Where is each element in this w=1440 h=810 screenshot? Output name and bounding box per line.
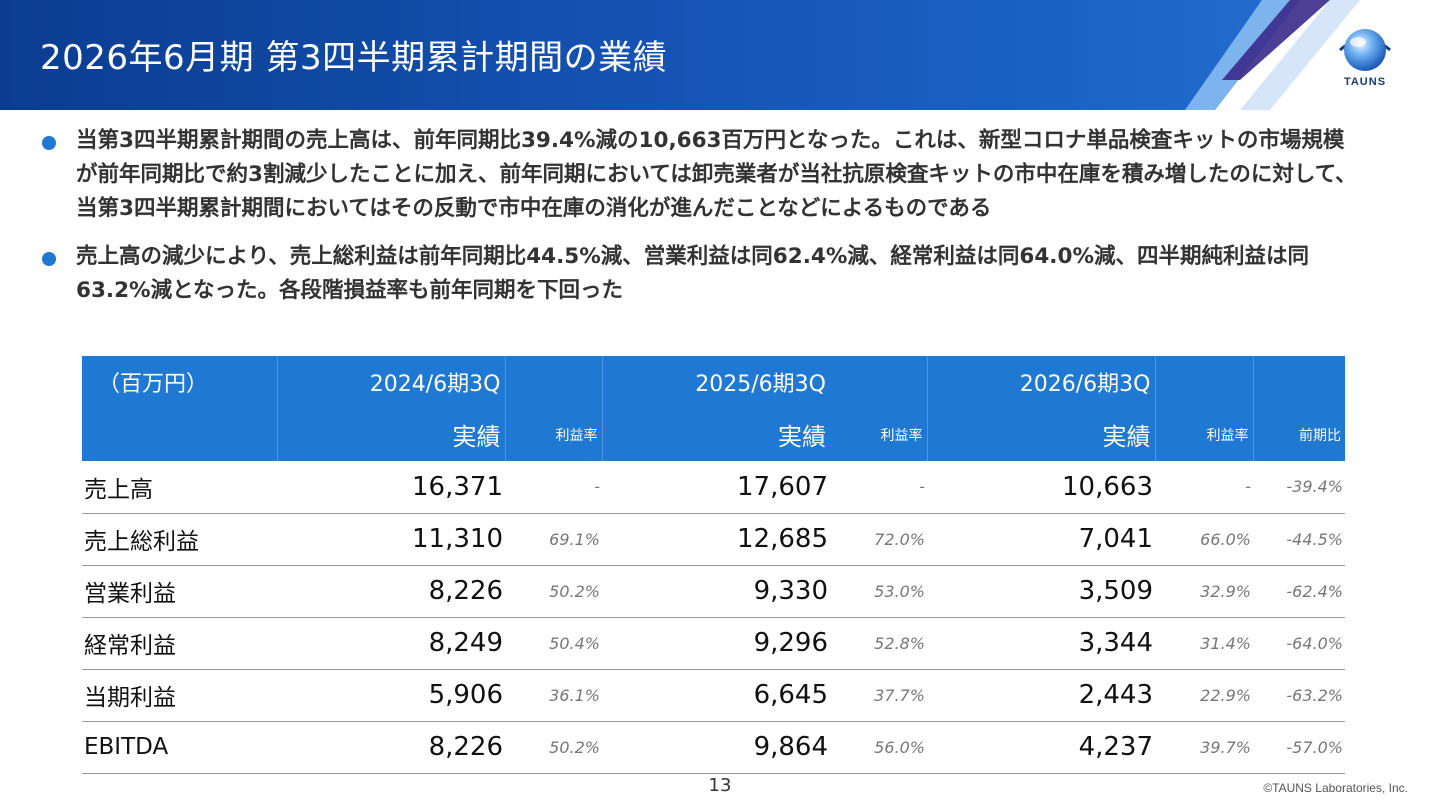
yoy-header: 前期比	[1252, 408, 1345, 461]
rate-cell: 37.7%	[830, 669, 927, 722]
rate-header: 利益率	[504, 408, 602, 461]
rate-cell: 50.2%	[505, 721, 602, 774]
rate-cell: 72.0%	[830, 513, 927, 566]
header-spacer	[504, 356, 602, 408]
rate-cell: -	[505, 461, 602, 514]
table-row: 営業利益 8,226 50.2% 9,330 53.0% 3,509 32.9%…	[82, 565, 1345, 618]
row-label: 売上高	[82, 461, 277, 514]
table-row: 売上総利益 11,310 69.1% 12,685 72.0% 7,041 66…	[82, 513, 1345, 566]
rate-cell: -	[830, 461, 927, 514]
yoy-cell: -63.2%	[1253, 669, 1345, 722]
rate-cell: 66.0%	[1155, 513, 1253, 566]
bullet-text: 売上高の減少により、売上総利益は前年同期比44.5%減、営業利益は同62.4%減…	[76, 244, 1309, 303]
header-decoration	[1185, 0, 1440, 110]
value-cell: 8,226	[277, 565, 505, 618]
bullet-item: 売上高の減少により、売上総利益は前年同期比44.5%減、営業利益は同62.4%減…	[40, 240, 1360, 308]
logo-wordmark: TAUNS	[1343, 76, 1387, 88]
header-spacer	[82, 408, 277, 461]
header-spacer	[1252, 356, 1345, 408]
row-label: 売上総利益	[82, 513, 277, 566]
rate-cell: 56.0%	[830, 721, 927, 774]
value-cell: 6,645	[602, 669, 830, 722]
value-cell: 9,864	[602, 721, 830, 774]
value-cell: 9,296	[602, 617, 830, 670]
value-cell: 4,237	[927, 721, 1155, 774]
year-header: 2025/6期3Q	[601, 356, 830, 408]
row-label: 当期利益	[82, 669, 277, 722]
rate-cell: 39.7%	[1155, 721, 1253, 774]
actual-header: 実績	[601, 408, 830, 461]
bullet-dot-icon	[42, 136, 56, 150]
table-row: 経常利益 8,249 50.4% 9,296 52.8% 3,344 31.4%…	[82, 617, 1345, 670]
rate-cell: -	[1155, 461, 1253, 514]
table-row: 当期利益 5,906 36.1% 6,645 37.7% 2,443 22.9%…	[82, 669, 1345, 722]
rate-cell: 22.9%	[1155, 669, 1253, 722]
header-spacer	[830, 356, 927, 408]
value-cell: 2,443	[927, 669, 1155, 722]
yoy-cell: -62.4%	[1253, 565, 1345, 618]
value-cell: 3,509	[927, 565, 1155, 618]
value-cell: 9,330	[602, 565, 830, 618]
bullet-dot-icon	[42, 252, 56, 266]
yoy-cell: -39.4%	[1253, 461, 1345, 514]
summary-bullets: 当第3四半期累計期間の売上高は、前年同期比39.4%減の10,663百万円となっ…	[40, 124, 1360, 322]
value-cell: 10,663	[927, 461, 1155, 514]
page-title: 2026年6月期 第3四半期累計期間の業績	[40, 38, 668, 78]
slide-header: 2026年6月期 第3四半期累計期間の業績 TAUNS	[0, 0, 1440, 110]
value-cell: 3,344	[927, 617, 1155, 670]
table-row: EBITDA 8,226 50.2% 9,864 56.0% 4,237 39.…	[82, 721, 1345, 774]
rate-cell: 53.0%	[830, 565, 927, 618]
value-cell: 8,226	[277, 721, 505, 774]
rate-header: 利益率	[830, 408, 927, 461]
value-cell: 8,249	[277, 617, 505, 670]
value-cell: 7,041	[927, 513, 1155, 566]
rate-header: 利益率	[1154, 408, 1253, 461]
copyright-notice: ©TAUNS Laboratories, Inc.	[1263, 781, 1408, 795]
yoy-cell: -57.0%	[1253, 721, 1345, 774]
year-header: 2024/6期3Q	[276, 356, 505, 408]
value-cell: 12,685	[602, 513, 830, 566]
rate-cell: 32.9%	[1155, 565, 1253, 618]
year-header: 2026/6期3Q	[926, 356, 1155, 408]
rate-cell: 52.8%	[830, 617, 927, 670]
value-cell: 17,607	[602, 461, 830, 514]
yoy-cell: -64.0%	[1253, 617, 1345, 670]
row-label: 経常利益	[82, 617, 277, 670]
unit-header: （百万円）	[82, 356, 277, 408]
table-row: 売上高 16,371 - 17,607 - 10,663 - -39.4%	[82, 461, 1345, 514]
rate-cell: 31.4%	[1155, 617, 1253, 670]
actual-header: 実績	[276, 408, 505, 461]
table-header-row: （百万円） 2024/6期3Q 2025/6期3Q 2026/6期3Q	[82, 356, 1345, 408]
results-table: （百万円） 2024/6期3Q 2025/6期3Q 2026/6期3Q 実績 利…	[82, 356, 1345, 774]
actual-header: 実績	[926, 408, 1155, 461]
page-number: 13	[708, 775, 732, 796]
rate-cell: 50.2%	[505, 565, 602, 618]
rate-cell: 50.4%	[505, 617, 602, 670]
header-spacer	[1154, 356, 1253, 408]
rate-cell: 36.1%	[505, 669, 602, 722]
yoy-cell: -44.5%	[1253, 513, 1345, 566]
bullet-text: 当第3四半期累計期間の売上高は、前年同期比39.4%減の10,663百万円となっ…	[76, 128, 1357, 221]
rate-cell: 69.1%	[505, 513, 602, 566]
table-subheader-row: 実績 利益率 実績 利益率 実績 利益率 前期比	[82, 408, 1345, 461]
value-cell: 16,371	[277, 461, 505, 514]
row-label: EBITDA	[82, 721, 277, 774]
bullet-item: 当第3四半期累計期間の売上高は、前年同期比39.4%減の10,663百万円となっ…	[40, 124, 1360, 226]
results-table-container: （百万円） 2024/6期3Q 2025/6期3Q 2026/6期3Q 実績 利…	[82, 356, 1345, 774]
value-cell: 11,310	[277, 513, 505, 566]
tauns-logo-icon	[1339, 29, 1391, 71]
value-cell: 5,906	[277, 669, 505, 722]
row-label: 営業利益	[82, 565, 277, 618]
